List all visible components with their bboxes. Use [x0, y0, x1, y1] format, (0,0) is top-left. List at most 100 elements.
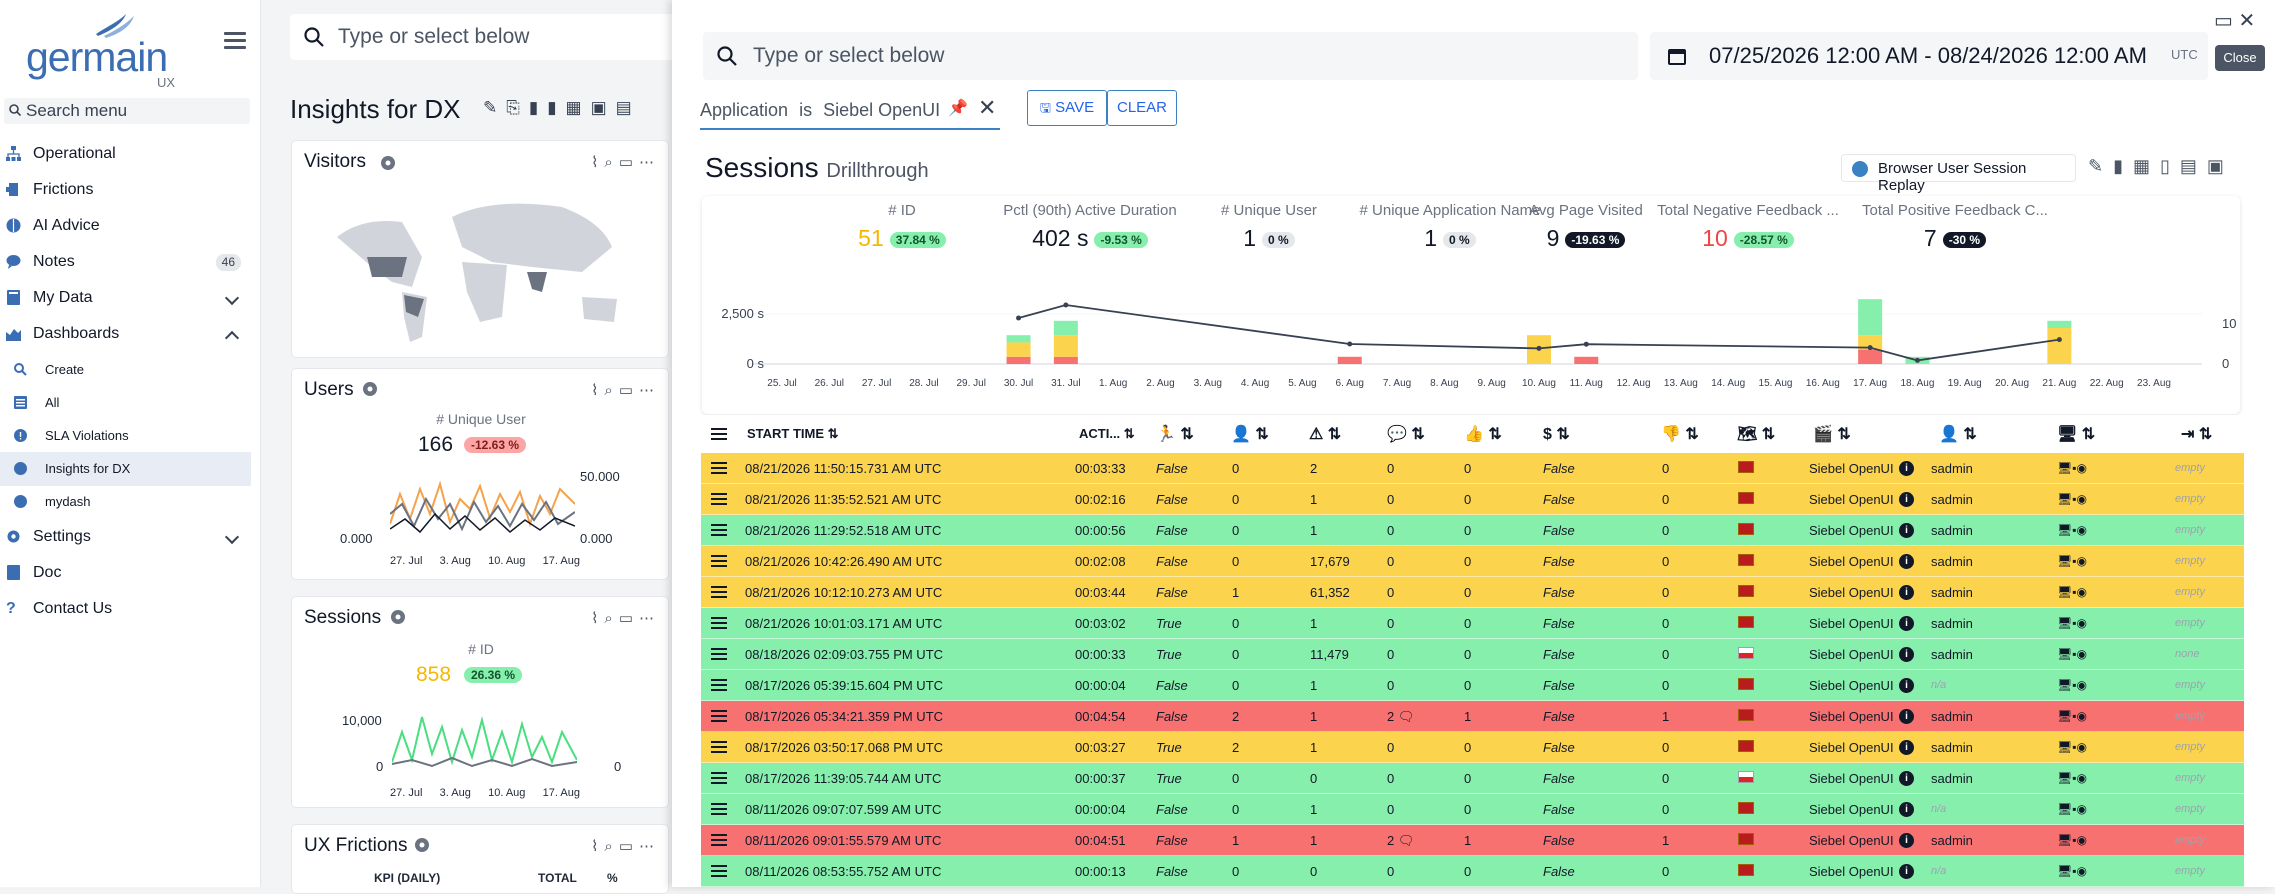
filter-chip[interactable]: Application is Siebel OpenUI 📌 ✕ [700, 92, 1000, 130]
info-icon[interactable]: i [1899, 647, 1914, 662]
row-menu-icon[interactable] [711, 493, 727, 506]
col-clapper-icon[interactable]: 🎬 ⇅ [1813, 426, 1851, 443]
nav-my-data[interactable]: My Data [0, 281, 251, 315]
nav-doc[interactable]: Doc [0, 556, 251, 590]
row-menu-icon[interactable] [711, 834, 727, 847]
card-tools[interactable]: ⌇⌕▭⋯ [591, 154, 660, 171]
date-range-picker[interactable]: 07/25/2026 12:00 AM - 08/24/2026 12:00 A… [1650, 32, 2208, 80]
row-menu-icon[interactable] [711, 524, 727, 537]
table-row[interactable]: 08/21/2026 10:42:26.490 AM UTC 00:02:08 Fa… [701, 546, 2244, 577]
col-kpi[interactable]: KPI (DAILY) [374, 871, 441, 885]
chevron-down-icon[interactable] [224, 529, 240, 545]
info-icon[interactable]: i [1899, 802, 1914, 817]
save-button[interactable]: 🖫 SAVE [1027, 90, 1107, 126]
nav-all[interactable]: All [0, 386, 251, 420]
table-menu-icon[interactable] [711, 428, 727, 441]
col-dollar-icon[interactable]: $ ⇅ [1543, 426, 1570, 443]
drawer-toolbar[interactable]: ✎▮▦▯▤▣ [2088, 156, 2234, 176]
info-icon[interactable]: i [1899, 771, 1914, 786]
nav-create[interactable]: Create [0, 353, 251, 387]
table-row[interactable]: 08/17/2026 05:34:21.359 PM UTC 00:04:54 Fa… [701, 701, 2244, 732]
user-name: sadmin [1931, 616, 1973, 631]
info-icon[interactable]: i [1899, 709, 1914, 724]
row-menu-icon[interactable] [711, 772, 727, 785]
col-user-icon[interactable]: 👤 ⇅ [1939, 426, 1977, 443]
table-row[interactable]: 08/21/2026 10:12:10.273 AM UTC 00:03:44 Fa… [701, 577, 2244, 608]
nav-sla-violations[interactable]: SLA Violations [0, 419, 251, 453]
info-icon[interactable]: i [1899, 523, 1914, 538]
close-button[interactable]: Close [2215, 45, 2265, 71]
row-menu-icon[interactable] [711, 555, 727, 568]
menu-toggle-icon[interactable] [224, 32, 246, 50]
info-icon[interactable]: i [1899, 554, 1914, 569]
table-row[interactable]: 08/17/2026 11:39:05.744 AM UTC 00:00:37 Tr… [701, 763, 2244, 794]
info-icon[interactable]: i [1899, 740, 1914, 755]
chevron-down-icon[interactable] [224, 290, 240, 306]
col-map-icon[interactable]: 🗺 ⇅ [1737, 426, 1776, 443]
nav-notes[interactable]: Notes 46 [0, 245, 251, 279]
table-row[interactable]: 08/11/2026 09:07:07.599 AM UTC 00:00:04 Fa… [701, 794, 2244, 825]
table-row[interactable]: 08/11/2026 08:53:55.752 AM UTC 00:00:13 Fa… [701, 856, 2244, 887]
clear-button[interactable]: CLEAR [1107, 90, 1177, 126]
col-bounce-icon[interactable]: 🏃 ⇅ [1156, 426, 1194, 443]
col-comment-icon[interactable]: 💬 ⇅ [1387, 426, 1425, 443]
row-menu-icon[interactable] [711, 462, 727, 475]
info-icon[interactable]: i [1899, 585, 1914, 600]
row-menu-icon[interactable] [711, 679, 727, 692]
table-row[interactable]: 08/21/2026 11:29:52.518 AM UTC 00:00:56 Fa… [701, 515, 2244, 546]
col-pct[interactable]: % [607, 871, 618, 885]
row-menu-icon[interactable] [711, 865, 727, 878]
row-menu-icon[interactable] [711, 586, 727, 599]
nav-mydash[interactable]: mydash [0, 485, 251, 519]
nav-frictions[interactable]: Frictions [0, 173, 251, 207]
col-device-icon[interactable]: 🖥 ⇅ [2057, 426, 2096, 443]
table-row[interactable]: 08/17/2026 03:50:17.068 PM UTC 00:03:27 Tr… [701, 732, 2244, 763]
search-menu-input[interactable]: Search menu [4, 98, 250, 124]
row-menu-icon[interactable] [711, 648, 727, 661]
info-icon[interactable]: i [1899, 678, 1914, 693]
nav-settings[interactable]: Settings [0, 520, 251, 554]
card-tools[interactable]: ⌇⌕▭⋯ [591, 382, 660, 399]
table-row[interactable]: 08/17/2026 05:39:15.604 PM UTC 00:00:04 Fa… [701, 670, 2244, 701]
col-person-icon[interactable]: 👤 ⇅ [1231, 426, 1269, 443]
table-row[interactable]: 08/21/2026 11:50:15.731 AM UTC 00:03:33 Fa… [701, 453, 2244, 484]
col-thumbs-up-icon[interactable]: 👍 ⇅ [1464, 426, 1502, 443]
cell-value: 2 [1232, 740, 1240, 755]
dashboard-search-input[interactable]: Type or select below [290, 14, 690, 60]
nav-ai-advice[interactable]: AI Advice [0, 209, 251, 243]
table-row[interactable]: 08/11/2026 09:01:55.579 AM UTC 00:04:51 Fa… [701, 825, 2244, 856]
col-start-time[interactable]: START TIME ⇅ [747, 426, 839, 441]
col-thumbs-down-icon[interactable]: 👎 ⇅ [1661, 426, 1699, 443]
pin-icon[interactable]: 📌 [948, 100, 968, 117]
card-tools[interactable]: ⌇⌕▭⋯ [591, 610, 660, 627]
info-icon[interactable]: i [1899, 864, 1914, 879]
row-menu-icon[interactable] [711, 803, 727, 816]
table-row[interactable]: 08/21/2026 10:01:03.171 AM UTC 00:03:02 Tr… [701, 608, 2244, 639]
table-row[interactable]: 08/21/2026 11:35:52.521 AM UTC 00:02:16 Fa… [701, 484, 2244, 515]
info-icon[interactable]: i [1899, 616, 1914, 631]
nav-contact-us[interactable]: ? Contact Us [0, 592, 251, 626]
row-menu-icon[interactable] [711, 710, 727, 723]
info-icon[interactable]: i [1899, 492, 1914, 507]
title-toolbar[interactable]: ✎⎘▮▮▦▣▤ [483, 98, 641, 117]
table-row[interactable]: 08/18/2026 02:09:03.755 PM UTC 00:00:33 Tr… [701, 639, 2244, 670]
window-controls[interactable]: ▭ ✕ [2214, 10, 2256, 32]
col-exit-icon[interactable]: ⇥ ⇅ [2181, 426, 2213, 443]
info-icon[interactable]: i [1899, 833, 1914, 848]
col-total[interactable]: TOTAL [538, 871, 577, 885]
nav-insights-for-dx[interactable]: Insights for DX [0, 452, 251, 486]
chevron-up-icon[interactable] [224, 330, 240, 346]
germain-logo[interactable]: germain UX [26, 12, 176, 90]
col-active[interactable]: ACTI... ⇅ [1079, 426, 1135, 441]
drawer-search-input[interactable]: Type or select below [703, 32, 1638, 80]
col-warning-icon[interactable]: ⚠ ⇅ [1309, 426, 1342, 443]
close-icon[interactable]: ✕ [978, 95, 997, 120]
row-menu-icon[interactable] [711, 741, 727, 754]
nav-dashboards[interactable]: Dashboards [0, 317, 251, 351]
card-tools[interactable]: ⌇⌕▭⋯ [591, 838, 660, 855]
comment-count: 0 [1387, 740, 1395, 755]
browser-session-replay-button[interactable]: Browser User Session Replay [1841, 154, 2076, 194]
nav-operational[interactable]: Operational [0, 137, 251, 171]
row-menu-icon[interactable] [711, 617, 727, 630]
info-icon[interactable]: i [1899, 461, 1914, 476]
